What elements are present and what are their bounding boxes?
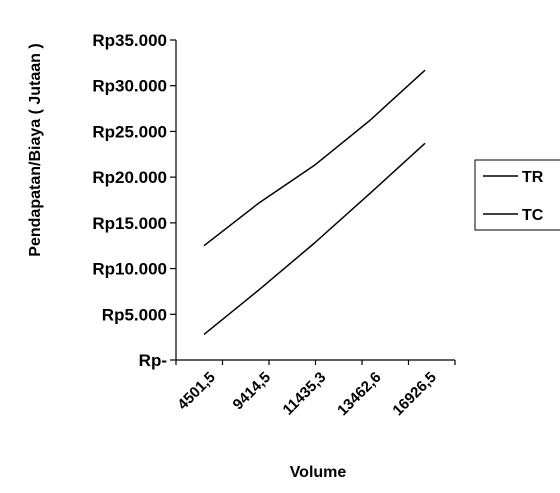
series-line-tr <box>203 69 426 247</box>
legend-label-tc: TC <box>522 207 544 224</box>
y-tick-label: Rp- <box>139 351 167 370</box>
x-axis-title: Volume <box>290 464 347 481</box>
y-tick-label: Rp5.000 <box>102 305 167 324</box>
y-tick-label: Rp15.000 <box>92 214 167 233</box>
y-tick-label: Rp35.000 <box>92 31 167 50</box>
legend-box <box>474 159 560 231</box>
x-tick-label: 11435,3 <box>280 369 330 419</box>
y-tick-label: Rp20.000 <box>92 168 167 187</box>
y-tick-label: Rp10.000 <box>92 260 167 279</box>
x-tick-label: 4501,5 <box>174 369 218 413</box>
series-line-tc <box>203 142 426 335</box>
y-axis-title: Pendapatan/Biaya ( Jutaan ) <box>27 43 44 256</box>
y-tick-label: Rp30.000 <box>92 77 167 96</box>
x-tick-label: 13462,6 <box>334 369 384 419</box>
x-tick-label: 9414,5 <box>230 369 274 413</box>
x-tick-label: 16926,5 <box>389 369 439 419</box>
y-tick-label: Rp25.000 <box>92 122 167 141</box>
legend-label-tr: TR <box>522 169 544 186</box>
